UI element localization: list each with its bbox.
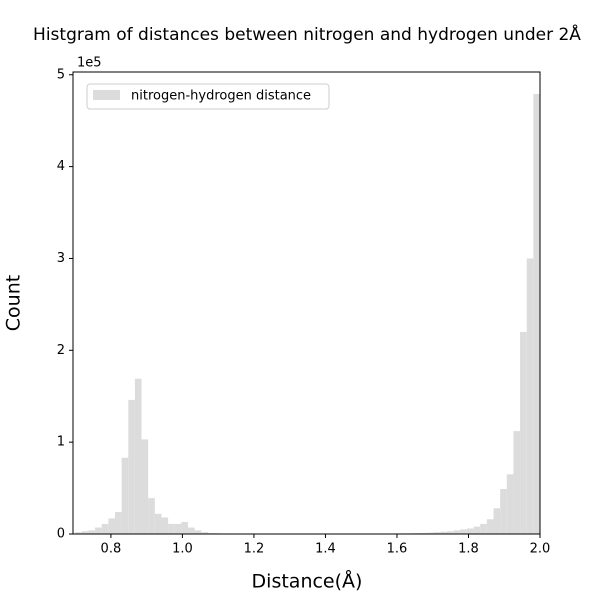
bar (174, 523, 182, 534)
chart-title: Histgram of distances between nitrogen a… (33, 23, 581, 45)
bar (81, 531, 89, 534)
bar (473, 526, 481, 534)
bar (134, 378, 142, 534)
x-axis-label: Distance(Å) (252, 570, 363, 593)
bar (95, 527, 102, 534)
bar (161, 517, 169, 534)
bar (427, 532, 434, 534)
bar (447, 531, 454, 534)
bar (513, 431, 521, 534)
x-tick-label: 1.8 (458, 542, 479, 557)
bar (201, 532, 208, 534)
y-axis-label: Count (3, 275, 25, 331)
bar (88, 530, 96, 534)
y-tick-label: 5 (57, 67, 65, 82)
bar (480, 523, 487, 534)
x-tick-label: 1.2 (244, 542, 265, 557)
x-tick-label: 1.6 (387, 542, 408, 557)
legend-box (86, 83, 330, 110)
bar (526, 258, 534, 534)
bar (500, 488, 507, 534)
y-tick-label: 4 (57, 159, 65, 174)
x-tick-label: 1.4 (315, 542, 336, 557)
bar (114, 511, 122, 534)
bar (188, 527, 195, 534)
y-offset-label: 1e5 (77, 56, 102, 71)
bar (433, 532, 441, 534)
plot-frame (72, 71, 541, 535)
bar (460, 529, 467, 534)
bar (520, 331, 527, 534)
bar (453, 530, 461, 534)
bar (75, 532, 82, 534)
bar (108, 518, 115, 534)
bar (506, 474, 514, 534)
bar (121, 457, 129, 534)
x-tick-label: 2.0 (530, 542, 551, 557)
bar (194, 530, 202, 534)
bar (420, 532, 428, 534)
bar (141, 439, 149, 534)
bar (168, 523, 175, 534)
y-tick-label: 0 (57, 527, 65, 542)
bar (148, 498, 155, 534)
y-tick-label: 2 (57, 343, 65, 358)
bar (493, 508, 501, 534)
bar (181, 522, 189, 534)
bar (533, 94, 540, 535)
x-tick-label: 0.8 (101, 542, 122, 557)
y-tick-label: 1 (57, 435, 65, 450)
bar (466, 528, 474, 534)
legend-swatch (93, 90, 120, 100)
bar (486, 519, 494, 534)
bar (440, 531, 448, 534)
legend-label: nitrogen-hydrogen distance (131, 89, 311, 104)
bar (101, 523, 109, 534)
bar (154, 513, 162, 534)
x-tick-label: 1.0 (172, 542, 193, 557)
bar (128, 399, 135, 534)
y-tick-label: 3 (57, 251, 65, 266)
